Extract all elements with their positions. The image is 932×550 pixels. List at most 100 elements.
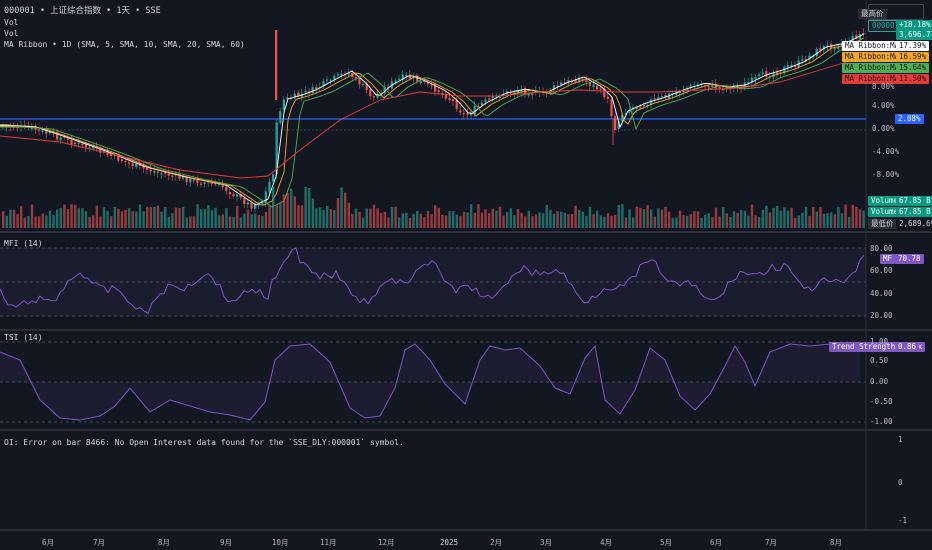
volume-bar <box>750 204 754 228</box>
candle <box>488 98 491 100</box>
candle <box>354 77 357 79</box>
volume-bar <box>606 213 610 228</box>
candle <box>74 142 77 144</box>
time-axis-label: 8月 <box>830 538 843 547</box>
candle <box>747 82 750 84</box>
candle <box>801 59 804 61</box>
candle <box>819 48 822 51</box>
volume-bar <box>696 211 700 228</box>
volume-bar <box>38 216 41 228</box>
candle <box>322 81 325 87</box>
candle <box>830 44 833 49</box>
volume-bar <box>441 214 444 228</box>
candle <box>657 97 660 99</box>
time-axis-label: 12月 <box>378 538 395 547</box>
candle <box>434 83 437 92</box>
candle <box>243 198 246 204</box>
candle <box>293 93 296 99</box>
volume-bar <box>372 204 376 228</box>
volume-bar <box>77 208 80 228</box>
volume-bar <box>304 187 307 228</box>
candle <box>128 162 131 164</box>
volume-bar <box>621 204 624 228</box>
volume-bar <box>722 207 725 228</box>
candle <box>452 99 455 102</box>
volume-bar <box>99 216 102 228</box>
volume-bar <box>189 216 192 228</box>
candle <box>758 74 761 77</box>
volume-bar <box>27 215 30 228</box>
volume-bar <box>826 213 829 228</box>
candle <box>315 86 318 90</box>
time-axis-label: 2月 <box>490 538 503 547</box>
volume-bar <box>855 206 858 228</box>
candle <box>732 85 735 88</box>
volume-bar <box>833 214 836 228</box>
ma-ribbon-legend[interactable]: MA Ribbon • 1D (SMA, 5, SMA, 10, SMA, 20… <box>4 40 245 49</box>
candle <box>282 99 285 111</box>
volume-bar <box>95 205 98 228</box>
candle <box>682 90 685 93</box>
candle <box>246 202 249 205</box>
price-axis-label: 8.00% <box>872 82 895 91</box>
volume-bar <box>203 208 206 228</box>
volume-bar <box>311 198 314 228</box>
vol-legend-1[interactable]: Vol <box>4 18 19 27</box>
volume-bar <box>495 210 498 228</box>
tsi-title[interactable]: TSI (14) <box>4 333 43 342</box>
candle <box>340 73 343 76</box>
tsi-axis-label: 0.00 <box>870 377 889 386</box>
symbol-title[interactable]: 000001 • 上证综合指数 • 1天 • SSE <box>4 6 161 16</box>
volume-bar <box>376 208 379 228</box>
volume-bar <box>322 209 325 228</box>
ma-label-name: MA Ribbon:MA #3 <box>842 63 916 73</box>
mfi-axis-label: 80.00 <box>870 244 893 253</box>
volume-bar <box>84 211 88 228</box>
volume-value-2: 67.85 B <box>896 207 932 217</box>
volume-bar <box>473 212 476 228</box>
volume-bar <box>261 215 264 228</box>
volume-bar <box>732 211 736 228</box>
candle <box>765 71 768 77</box>
volume-bar <box>506 212 509 228</box>
volume-bar <box>437 207 440 228</box>
vol-legend-2[interactable]: Vol <box>4 29 19 38</box>
volume-bar <box>92 215 95 228</box>
mfi-title[interactable]: MFI (14) <box>4 239 43 248</box>
candle <box>171 175 174 177</box>
candle <box>131 163 134 166</box>
mfi-badge-value: 70.78 <box>895 254 924 264</box>
candle <box>272 174 275 182</box>
time-axis-label: 11月 <box>320 538 337 547</box>
candle <box>372 96 375 98</box>
candle <box>650 99 653 106</box>
candle <box>146 168 149 170</box>
candle <box>621 114 624 122</box>
candle <box>840 43 843 47</box>
candle <box>480 102 483 106</box>
candle <box>56 132 59 140</box>
volume-bar <box>707 213 710 228</box>
volume-bar <box>768 212 772 228</box>
volume-bar <box>293 196 296 228</box>
volume-bar <box>272 186 275 228</box>
candle <box>41 130 44 132</box>
volume-bar <box>12 209 16 228</box>
volume-bar <box>588 207 592 228</box>
volume-bar <box>394 206 397 228</box>
volume-bar <box>682 215 685 228</box>
volume-bar <box>516 208 520 228</box>
volume-bar <box>538 212 541 228</box>
candle <box>142 165 145 169</box>
candle <box>635 107 638 109</box>
candle <box>531 93 534 95</box>
mfi-axis-label: 40.00 <box>870 289 893 298</box>
candle <box>113 154 116 157</box>
volume-bar <box>765 205 768 228</box>
volume-bar <box>178 207 181 228</box>
volume-bar <box>444 215 448 228</box>
candle <box>603 88 606 98</box>
volume-value-1: 67.85 B <box>896 196 932 206</box>
candle <box>264 191 267 203</box>
